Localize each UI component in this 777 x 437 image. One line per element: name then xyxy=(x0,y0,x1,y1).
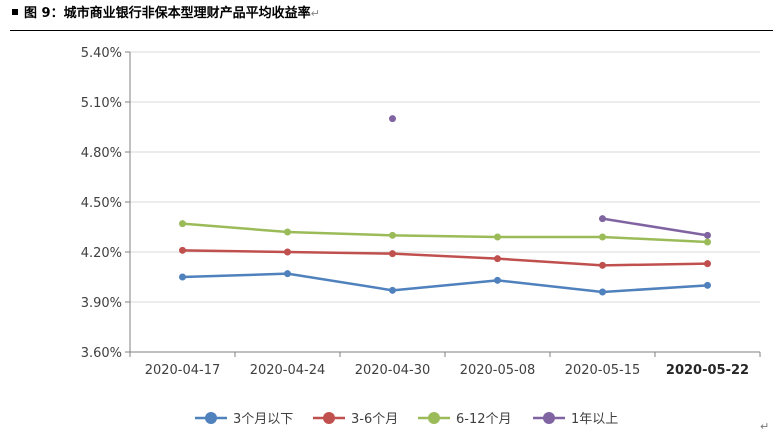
legend-label: 3-6个月 xyxy=(351,412,398,427)
data-point xyxy=(704,231,711,239)
y-tick-label: 4.20% xyxy=(81,246,122,261)
bullet-icon xyxy=(12,8,18,15)
series-line xyxy=(602,217,708,237)
y-tick-label: 4.80% xyxy=(81,146,122,161)
x-tick-label: 2020-04-30 xyxy=(355,363,431,378)
data-point xyxy=(389,250,396,258)
return-mark: ↵ xyxy=(310,7,320,20)
data-point xyxy=(389,115,396,123)
data-point xyxy=(704,260,711,268)
data-point xyxy=(284,248,291,256)
data-point xyxy=(599,233,606,241)
data-point xyxy=(599,288,606,296)
series-lines xyxy=(179,115,711,296)
end-mark: ↵ xyxy=(760,420,770,433)
data-point xyxy=(599,215,606,223)
y-axis-ticks: 3.60% 3.90% 4.20% 4.50% 4.80% 5.10% 5.40% xyxy=(81,46,122,361)
legend-swatch-marker xyxy=(205,412,217,424)
legend-swatch-marker xyxy=(428,412,440,424)
data-point xyxy=(389,286,396,294)
legend-swatch-marker xyxy=(323,412,335,424)
axes xyxy=(125,51,761,357)
x-tick-label: 2020-05-22 xyxy=(666,363,749,378)
data-point xyxy=(179,273,186,281)
legend: 3个月以下 3-6个月 6-12个月 1年以上 xyxy=(195,412,618,427)
data-point xyxy=(179,246,186,254)
x-tick-label: 2020-04-17 xyxy=(145,363,221,378)
y-tick-label: 5.40% xyxy=(81,46,122,61)
data-point xyxy=(704,281,711,289)
legend-label: 1年以上 xyxy=(571,412,618,427)
y-tick-label: 3.60% xyxy=(81,346,122,361)
y-tick-label: 5.10% xyxy=(81,96,122,111)
data-point xyxy=(179,220,186,228)
figure-title: 图 9：城市商业银行非保本型理财产品平均收益率 xyxy=(24,6,311,21)
series-line xyxy=(182,272,708,294)
data-point xyxy=(494,276,501,284)
x-axis-ticks: 2020-04-17 2020-04-24 2020-04-30 2020-05-08… xyxy=(145,363,749,378)
x-tick-label: 2020-05-15 xyxy=(565,363,641,378)
legend-label: 6-12个月 xyxy=(456,412,512,427)
data-point xyxy=(389,231,396,239)
data-point xyxy=(704,238,711,246)
caption-rule xyxy=(10,30,773,31)
legend-swatch-marker xyxy=(543,412,555,424)
x-tick-label: 2020-04-24 xyxy=(250,363,326,378)
data-point xyxy=(599,261,606,269)
legend-label: 3个月以下 xyxy=(233,412,293,427)
y-tick-label: 3.90% xyxy=(81,296,122,311)
x-tick-label: 2020-05-08 xyxy=(460,363,536,378)
data-point xyxy=(494,233,501,241)
data-point xyxy=(284,270,291,278)
figure-caption: 图 9：城市商业银行非保本型理财产品平均收益率↵ xyxy=(12,2,320,21)
series-line xyxy=(182,222,708,244)
data-point xyxy=(284,228,291,236)
series-line xyxy=(182,249,708,267)
data-point xyxy=(494,255,501,263)
y-tick-label: 4.50% xyxy=(81,196,122,211)
